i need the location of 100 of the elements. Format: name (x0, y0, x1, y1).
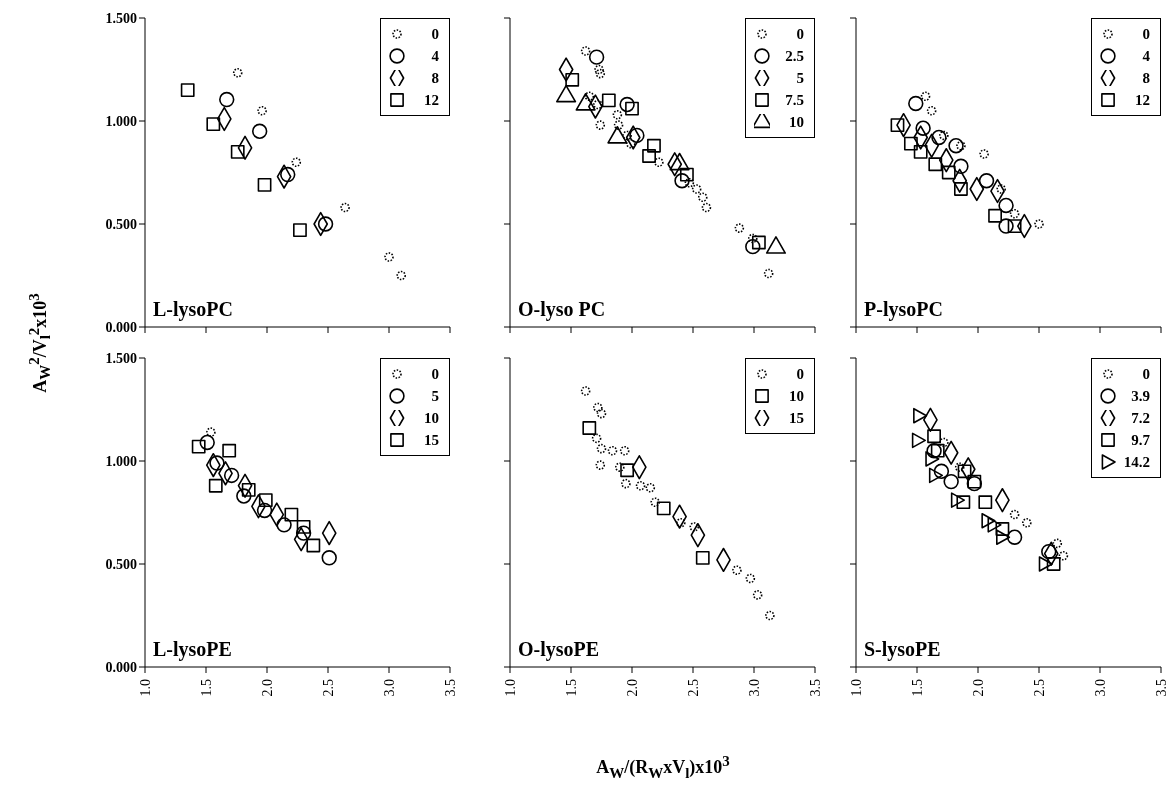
x-tick-label: 1.5 (910, 679, 925, 697)
point (930, 443, 945, 458)
point (615, 462, 625, 472)
point (306, 538, 321, 553)
legend-label: 9.7 (1130, 431, 1150, 449)
point (695, 550, 710, 565)
legend-label: 10 (788, 113, 804, 131)
point (619, 445, 630, 456)
x-tick-label: 1.5 (564, 679, 579, 697)
point (613, 120, 624, 130)
legend-label: 15 (788, 409, 804, 427)
text: L-lysoPE (153, 638, 232, 660)
point (953, 158, 969, 175)
text: L-lysoPC (153, 298, 233, 320)
y-tick-label: 1.000 (105, 113, 137, 129)
legend-label: 2.5 (784, 47, 804, 65)
legend-label: 8 (430, 69, 439, 87)
point (911, 432, 927, 449)
point (950, 492, 966, 508)
point (978, 495, 993, 510)
x-axis-title: A$_{W}$/(R$_{W}$xV$_{l}$)x10$^{3}$ (596, 753, 730, 781)
legend-label: 8 (1141, 69, 1150, 87)
x-tick-label: 2.5 (1032, 679, 1047, 697)
point (689, 522, 700, 532)
point (635, 480, 646, 491)
x-tick-label: 2.0 (971, 679, 986, 697)
point (256, 502, 273, 519)
point (206, 117, 221, 132)
point (257, 105, 267, 116)
point (988, 208, 1002, 223)
text: S-lysoPE (864, 638, 941, 660)
point (565, 72, 580, 87)
point (622, 130, 632, 141)
text: O-lysoPE (518, 638, 600, 660)
point (927, 429, 941, 444)
point (925, 451, 940, 467)
point (913, 407, 928, 424)
point (594, 64, 604, 75)
legend-label: 7.2 (1130, 409, 1150, 427)
legend-label: 0 (1141, 25, 1150, 43)
point (236, 488, 252, 504)
point (295, 525, 312, 541)
legend-label: 5 (430, 387, 439, 405)
point (582, 421, 597, 435)
point (596, 443, 607, 454)
text: O-lyso PC (518, 298, 606, 320)
x-tick-label: 3.0 (1093, 679, 1108, 697)
point (941, 165, 956, 180)
point (890, 118, 905, 133)
point (232, 68, 243, 78)
point (926, 443, 942, 459)
point (222, 443, 237, 458)
point (251, 123, 268, 139)
point (396, 270, 406, 281)
legend-label: 15 (423, 431, 439, 449)
point (1007, 219, 1022, 233)
legend-label: 10 (788, 387, 804, 405)
point (765, 610, 775, 621)
point (595, 120, 606, 130)
point (219, 91, 235, 108)
point (763, 268, 774, 279)
point (995, 522, 1010, 536)
legend-label: 4 (430, 47, 439, 65)
legend-label: 4 (1141, 47, 1150, 65)
point (956, 495, 971, 510)
legend-label: 0 (430, 365, 439, 383)
point (701, 202, 712, 213)
point (206, 427, 216, 437)
y-tick-label: 1.500 (105, 10, 137, 26)
point (293, 223, 307, 238)
x-tick-label: 2.0 (260, 679, 275, 697)
point (191, 439, 206, 454)
point (580, 386, 591, 396)
point (607, 445, 618, 456)
point (931, 129, 947, 146)
point (920, 91, 931, 102)
point (209, 455, 225, 471)
point (987, 517, 1002, 533)
point (913, 144, 928, 159)
point (684, 178, 695, 188)
x-tick-label: 3.0 (382, 679, 397, 697)
point (752, 590, 763, 600)
point (654, 157, 664, 167)
point (625, 101, 639, 116)
point (1009, 509, 1020, 520)
point (619, 96, 635, 113)
point (1034, 219, 1044, 229)
point (734, 223, 745, 233)
point (642, 149, 656, 163)
point (284, 507, 299, 522)
point (647, 138, 661, 153)
point (257, 177, 272, 192)
legend-label: 10 (423, 409, 439, 427)
point (258, 493, 273, 508)
point (276, 517, 292, 533)
point (612, 110, 623, 120)
point (979, 149, 989, 159)
y-tick-label: 0.000 (105, 319, 137, 335)
x-tick-label: 2.5 (321, 679, 336, 697)
point (650, 497, 660, 507)
